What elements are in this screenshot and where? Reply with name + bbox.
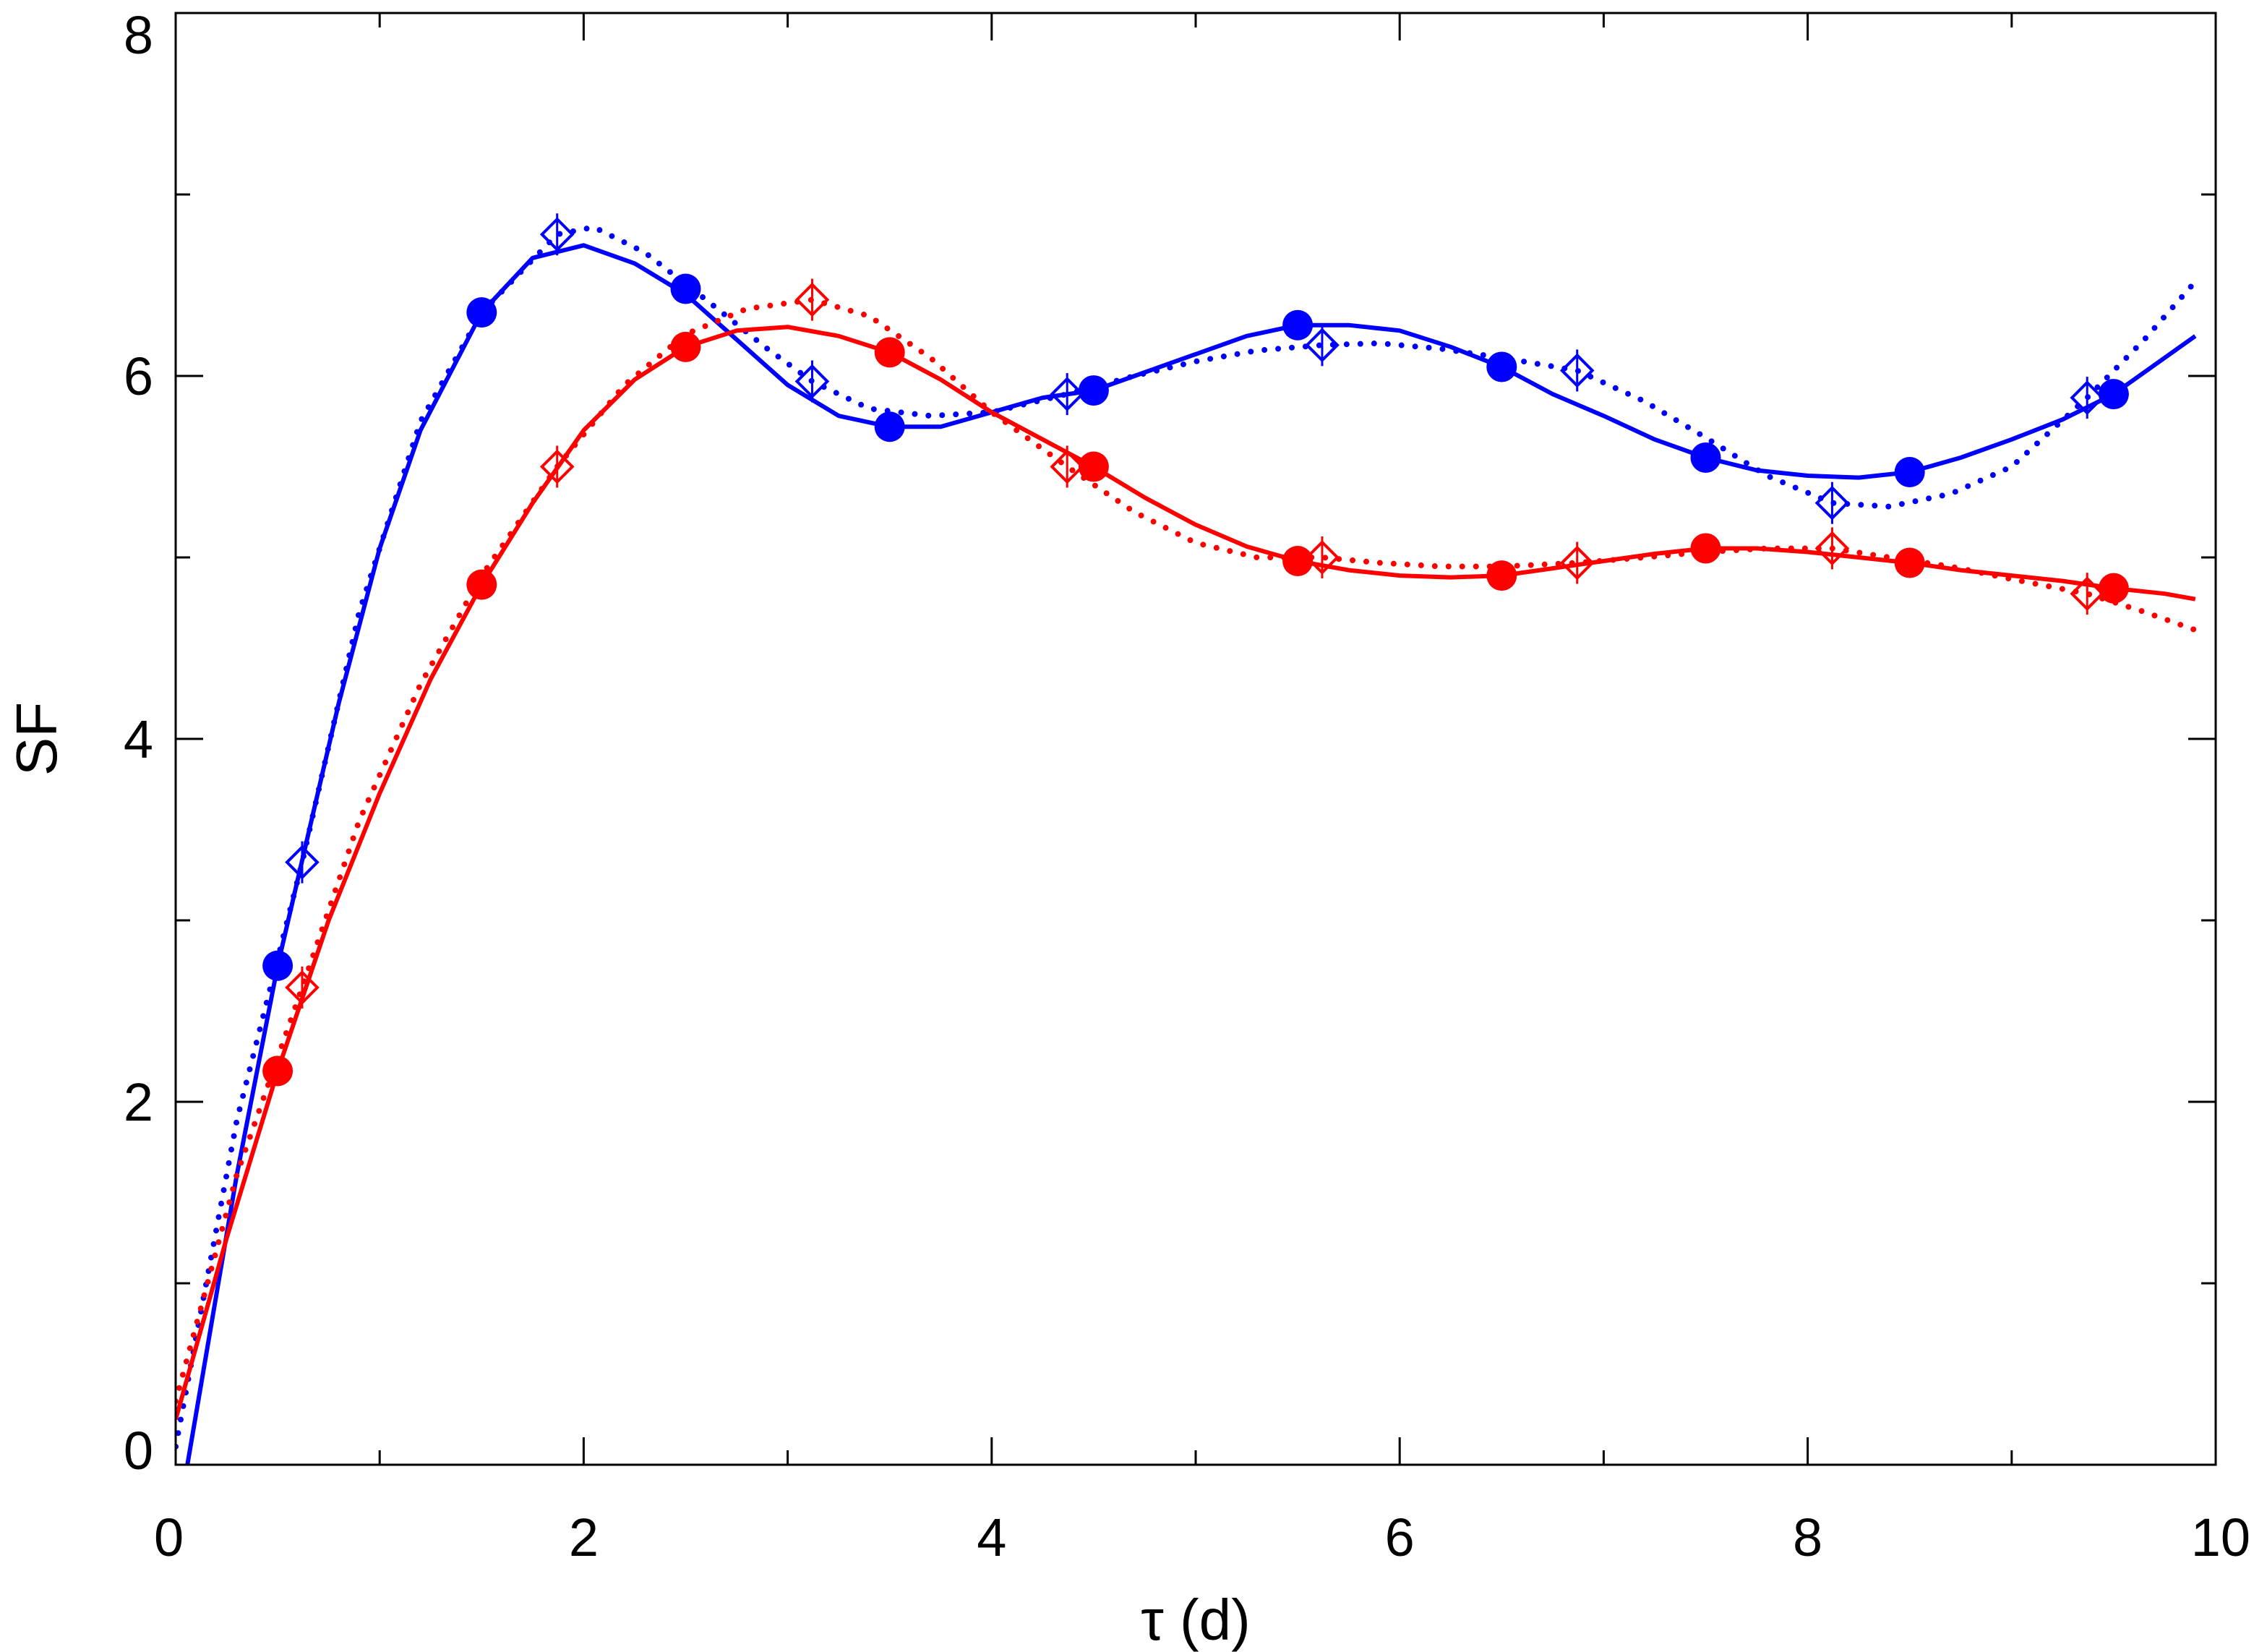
plot-frame	[174, 12, 2217, 1466]
data-point-circle	[262, 950, 293, 981]
axis-tick-labels: 0 2 4 6 8 10 0 2 4 6 8	[124, 5, 2250, 1567]
data-point-circle	[1690, 533, 1721, 564]
data-point-circle	[1282, 309, 1314, 341]
series-curve-dotted	[176, 296, 2198, 1405]
axis-ticks	[174, 12, 2217, 1466]
y-tick-label: 6	[124, 346, 153, 406]
y-tick-label: 0	[124, 1421, 153, 1481]
y-tick-label: 8	[124, 5, 153, 65]
series-curve-solid	[185, 243, 2197, 1465]
series-curve-solid	[176, 325, 2196, 1421]
data-point-circle	[1078, 451, 1109, 482]
x-tick-label: 4	[977, 1507, 1006, 1567]
data-point-circle	[1486, 560, 1517, 591]
data-point-circle	[670, 331, 701, 362]
x-tick-label: 2	[569, 1507, 599, 1567]
y-axis-title: SF	[4, 702, 69, 776]
x-tick-label: 10	[2191, 1507, 2250, 1567]
data-point-circle	[466, 569, 497, 600]
x-tick-label: 0	[154, 1507, 184, 1567]
markers-layer	[262, 213, 2129, 1087]
y-tick-label: 4	[124, 709, 153, 769]
data-point-circle	[670, 273, 701, 304]
data-point-circle	[1894, 457, 1925, 488]
x-tick-label: 8	[1793, 1507, 1822, 1567]
curves-layer	[176, 224, 2198, 1465]
data-point-circle	[1894, 547, 1925, 578]
data-point-circle	[1690, 442, 1721, 473]
data-point-circle	[1282, 546, 1314, 577]
data-point-circle	[1486, 351, 1517, 382]
data-point-circle	[262, 1056, 293, 1087]
data-point-circle	[874, 411, 905, 442]
data-point-circle	[874, 337, 905, 368]
x-tick-label: 6	[1385, 1507, 1415, 1567]
x-axis-title: τ (d)	[1141, 1588, 1251, 1652]
data-point-circle	[2098, 573, 2129, 604]
y-tick-label: 2	[124, 1072, 153, 1132]
data-point-circle	[1078, 375, 1109, 406]
data-point-circle	[466, 297, 497, 328]
series-curve-dotted	[176, 224, 2198, 1450]
data-point-circle	[2098, 379, 2129, 410]
